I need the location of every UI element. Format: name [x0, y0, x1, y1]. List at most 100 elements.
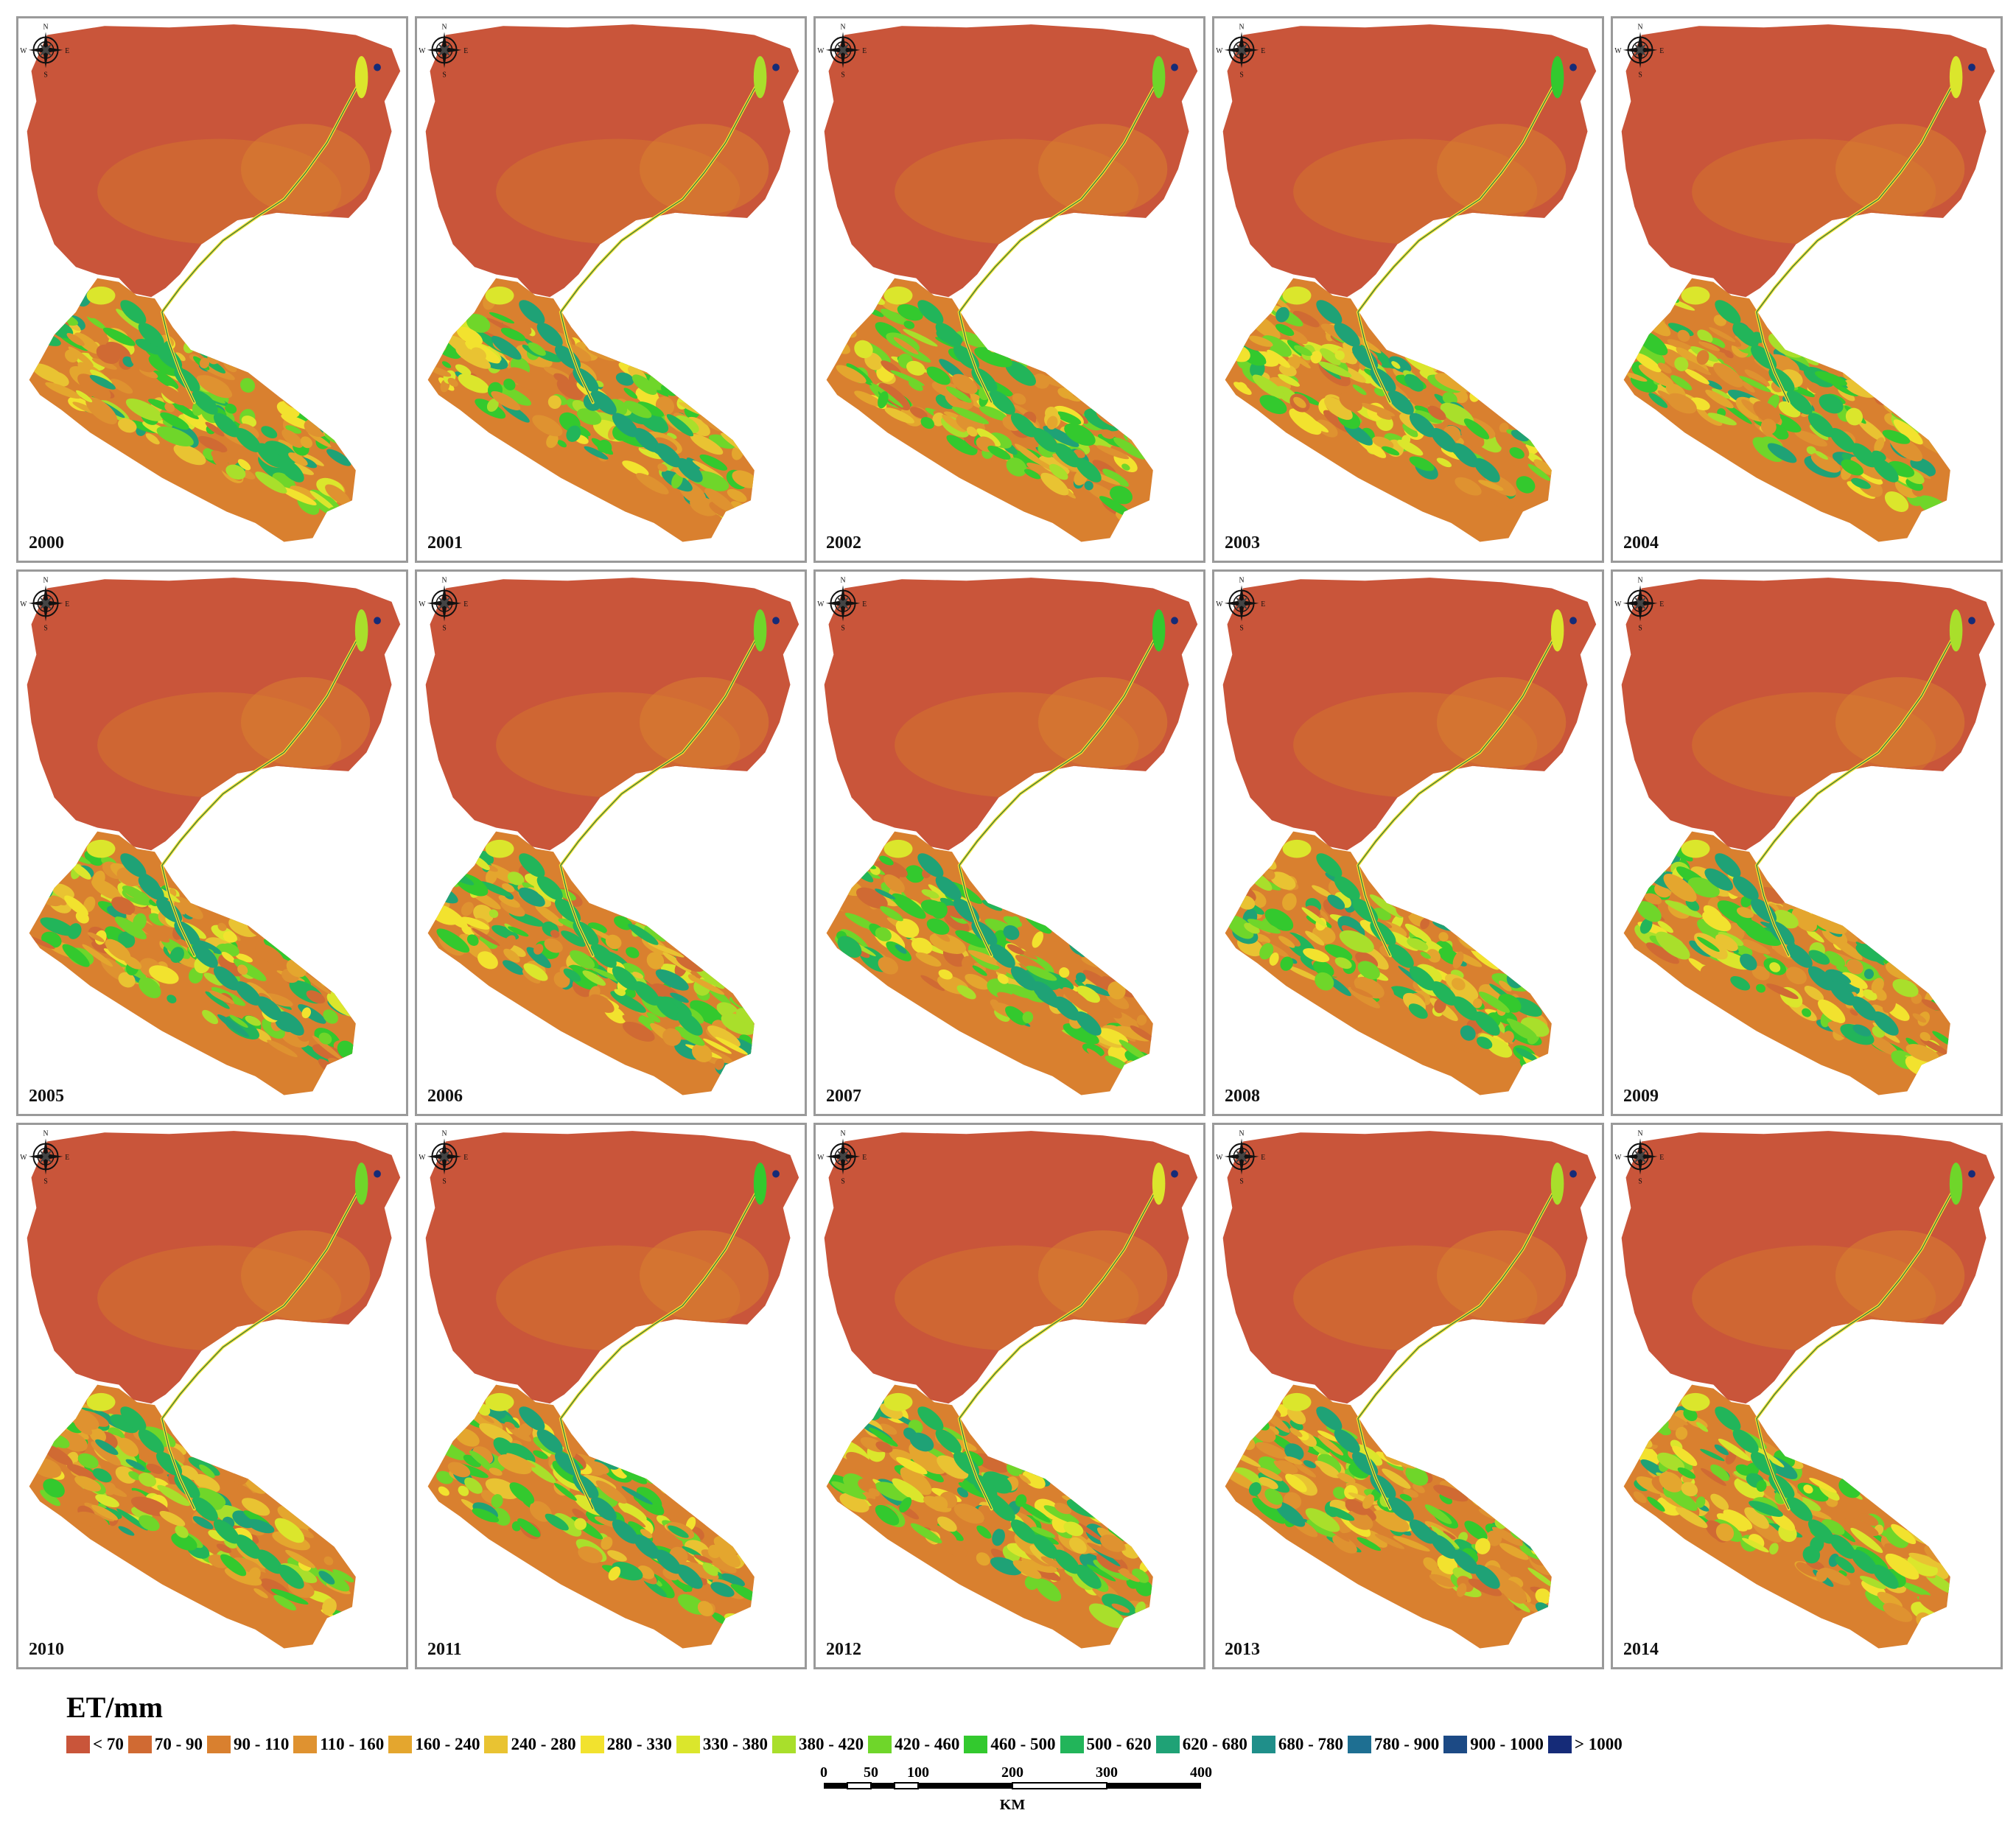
river-centerline — [161, 82, 360, 403]
lake-patch — [1569, 617, 1577, 625]
lake-patch — [1171, 617, 1178, 625]
legend-item: 460 - 500 — [964, 1735, 1056, 1754]
scale-tick-300: 300 — [1096, 1764, 1118, 1781]
river-centerline — [959, 82, 1158, 403]
compass-label-e: E — [65, 600, 69, 609]
oasis-patch — [753, 56, 767, 99]
basin-map: N S E W — [1614, 576, 1995, 1095]
oasis-patch — [354, 56, 368, 99]
et-map-panel: N S E W 2010 — [16, 1123, 408, 1669]
compass-label-w: W — [817, 1154, 825, 1162]
legend-swatch — [293, 1736, 318, 1753]
legend-swatch — [66, 1736, 90, 1753]
legend-label: 780 - 900 — [1374, 1735, 1440, 1753]
oasis-patch — [1152, 1163, 1166, 1205]
lake-patch — [1569, 63, 1577, 71]
legend-label: 620 - 680 — [1182, 1735, 1247, 1753]
compass-label-s: S — [1239, 1178, 1243, 1186]
compass-label-e: E — [463, 47, 468, 55]
year-label: 2008 — [1225, 1087, 1260, 1106]
compass-label-s: S — [442, 1178, 446, 1186]
compass-label-w: W — [1614, 600, 1622, 609]
legend-item: 620 - 680 — [1155, 1735, 1247, 1754]
legend-item: 110 - 160 — [293, 1735, 384, 1754]
legend-item: 780 - 900 — [1348, 1735, 1439, 1754]
legend-item: > 1000 — [1547, 1735, 1623, 1754]
compass-rose-icon: N S E W — [20, 576, 69, 633]
oasis-patch — [753, 1163, 767, 1205]
compass-label-e: E — [1659, 47, 1664, 55]
scale-seg-7 — [1107, 1783, 1201, 1789]
legend-swatch — [868, 1736, 892, 1753]
lake-patch — [1968, 1170, 1975, 1178]
legend-label: 330 - 380 — [702, 1735, 768, 1753]
compass-rose-icon: N S E W — [419, 1129, 468, 1186]
scale-tick-100: 100 — [907, 1764, 929, 1781]
compass-label-s: S — [43, 71, 47, 80]
river-centerline — [1756, 82, 1955, 403]
compass-label-w: W — [1614, 47, 1622, 55]
year-label: 2007 — [826, 1087, 861, 1106]
scale-tick-0: 0 — [820, 1764, 827, 1781]
et-map-panel: N S E W 2005 — [16, 569, 408, 1116]
river-centerline — [959, 1188, 1158, 1509]
compass-label-w: W — [20, 47, 27, 55]
scale-seg-6 — [1012, 1782, 1107, 1789]
basin-map: N S E W — [419, 1129, 799, 1649]
et-texture — [29, 1230, 371, 1621]
compass-rose-icon: N S E W — [20, 23, 69, 80]
compass-label-n: N — [1239, 23, 1245, 31]
basin-map: N S E W — [20, 576, 401, 1095]
year-label: 2006 — [427, 1087, 463, 1106]
compass-label-e: E — [1261, 47, 1265, 55]
legend-item: 240 - 280 — [484, 1735, 576, 1754]
basin-map: N S E W — [1614, 23, 1995, 542]
compass-label-s: S — [1239, 71, 1243, 80]
compass-label-n: N — [1638, 576, 1643, 584]
compass-label-s: S — [1638, 71, 1642, 80]
compass-label-s: S — [442, 625, 446, 633]
oasis-patch — [1152, 56, 1166, 99]
legend-item: 90 - 110 — [207, 1735, 289, 1754]
compass-label-n: N — [1638, 23, 1643, 31]
lake-patch — [1968, 617, 1975, 625]
compass-label-n: N — [43, 1129, 49, 1137]
compass-label-n: N — [841, 23, 846, 31]
oasis-patch — [1949, 56, 1963, 99]
compass-label-s: S — [841, 1178, 844, 1186]
compass-label-s: S — [841, 71, 844, 80]
legend-swatch — [1251, 1736, 1275, 1753]
legend-label: < 70 — [93, 1735, 124, 1753]
et-map-panel: N S E W 2003 — [1212, 16, 1604, 563]
basin-map: N S E W — [817, 23, 1198, 542]
compass-label-s: S — [43, 625, 47, 633]
legend-title: ET/mm — [66, 1691, 164, 1724]
legend-swatch — [964, 1736, 988, 1753]
scale-seg-3 — [871, 1783, 895, 1789]
map-grid: N S E W 2000 N S E W 2001 N S E W 2002 N S E W 2003 N S E W 2004… — [16, 16, 2003, 1674]
lake-patch — [374, 617, 381, 625]
basin-map: N S E W — [1216, 23, 1597, 542]
compass-label-e: E — [862, 47, 867, 55]
oasis-patch — [1949, 609, 1963, 652]
scale-tick-50: 50 — [864, 1764, 878, 1781]
compass-label-n: N — [442, 23, 447, 31]
compass-label-w: W — [817, 47, 825, 55]
legend-swatch — [388, 1736, 413, 1753]
oasis-patch — [1152, 609, 1166, 652]
legend-label: 500 - 620 — [1086, 1735, 1152, 1753]
compass-label-s: S — [841, 625, 844, 633]
year-label: 2002 — [826, 533, 861, 553]
river-centerline — [1756, 635, 1955, 956]
legend-item: 160 - 240 — [388, 1735, 480, 1754]
year-label: 2011 — [427, 1640, 462, 1659]
lake-patch — [1171, 1170, 1178, 1178]
river-centerline — [161, 635, 360, 956]
year-label: 2001 — [427, 533, 463, 553]
et-map-panel: N S E W 2006 — [415, 569, 807, 1116]
compass-label-s: S — [442, 71, 446, 80]
river-centerline — [560, 82, 759, 403]
legend-item: 680 - 780 — [1251, 1735, 1343, 1754]
lake-patch — [772, 1170, 780, 1178]
lake-patch — [1171, 63, 1178, 71]
